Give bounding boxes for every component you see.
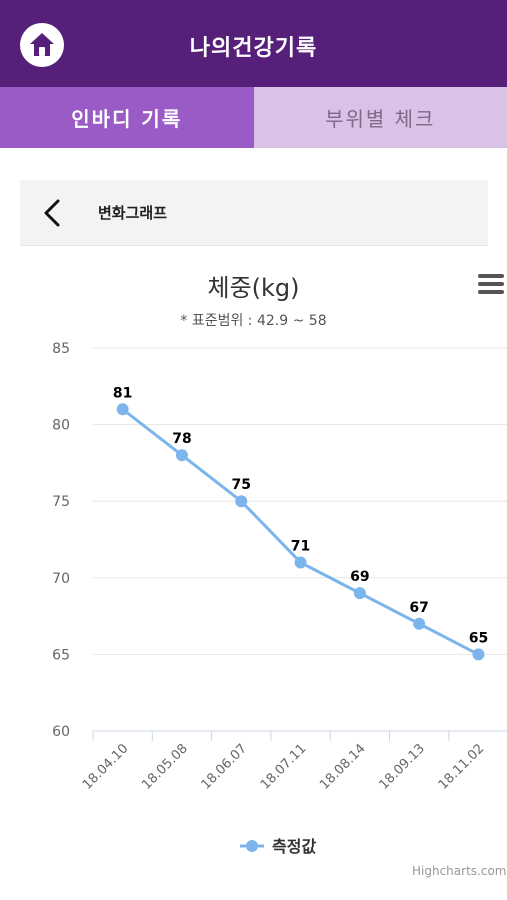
- tab-inbody-record[interactable]: 인바디 기록: [0, 87, 254, 148]
- data-point: [353, 587, 366, 600]
- menu-icon: [478, 274, 504, 278]
- data-label: 69: [350, 569, 369, 585]
- y-tick-label: 60: [52, 724, 70, 740]
- subheader: 변화그래프: [20, 180, 488, 246]
- data-label: 67: [409, 600, 428, 616]
- data-point: [294, 556, 307, 569]
- x-tick-label: 18.05.08: [139, 741, 191, 793]
- x-tick-label: 18.11.02: [436, 741, 488, 793]
- weight-chart: 체중(kg) * 표준범위 : 42.9 ~ 58 60 65 70 75 80 85 18…: [0, 250, 507, 900]
- data-point: [116, 403, 129, 416]
- data-point: [472, 648, 485, 661]
- y-tick-label: 80: [52, 418, 70, 434]
- data-point: [413, 617, 426, 630]
- data-point: [175, 449, 188, 462]
- back-arrow-icon[interactable]: [38, 197, 68, 229]
- data-label: 81: [113, 385, 132, 401]
- tab-body-part-check[interactable]: 부위별 체크: [253, 87, 507, 148]
- data-label: 78: [172, 431, 191, 447]
- app-header: 나의건강기록: [0, 0, 507, 87]
- data-label: 75: [232, 477, 251, 493]
- y-tick-label: 85: [52, 341, 70, 357]
- chart-menu-button[interactable]: [478, 274, 504, 298]
- x-tick-label: 18.09.13: [376, 741, 428, 793]
- home-button[interactable]: [20, 23, 64, 67]
- x-tick-label: 18.08.14: [317, 741, 369, 793]
- y-tick-label: 75: [52, 494, 70, 510]
- data-label: 65: [469, 630, 488, 646]
- y-tick-label: 70: [52, 571, 70, 587]
- data-point: [235, 495, 248, 508]
- home-icon: [30, 33, 54, 56]
- data-label: 71: [291, 538, 310, 554]
- tab-bar: 인바디 기록 부위별 체크: [0, 87, 507, 148]
- y-tick-label: 65: [52, 647, 70, 663]
- x-tick-label: 18.04.10: [80, 741, 132, 793]
- chart-subtitle: * 표준범위 : 42.9 ~ 58: [180, 313, 327, 329]
- app-title: 나의건강기록: [189, 36, 318, 61]
- x-tick-label: 18.06.07: [199, 741, 251, 793]
- legend-marker: [246, 840, 258, 852]
- x-tick-label: 18.07.11: [258, 741, 310, 793]
- chart-credit[interactable]: Highcharts.com: [412, 864, 507, 878]
- legend-label: 측정값: [272, 837, 316, 856]
- chart-title: 체중(kg): [207, 274, 300, 302]
- subheader-title: 변화그래프: [98, 204, 168, 222]
